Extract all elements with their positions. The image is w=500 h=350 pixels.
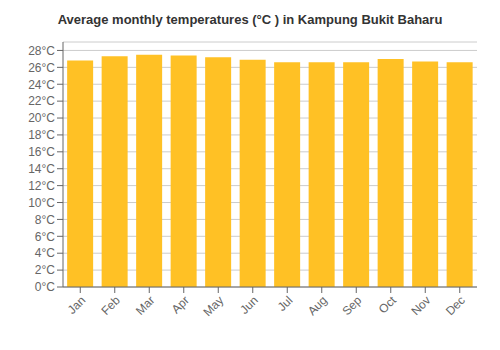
svg-text:Feb: Feb [98, 293, 123, 318]
svg-text:Jul: Jul [275, 293, 296, 314]
svg-text:Aug: Aug [305, 293, 330, 318]
svg-text:Nov: Nov [408, 293, 433, 318]
svg-text:8°C: 8°C [35, 213, 55, 227]
svg-text:16°C: 16°C [28, 145, 55, 159]
svg-text:22°C: 22°C [28, 94, 55, 108]
svg-text:Oct: Oct [376, 293, 400, 317]
svg-text:24°C: 24°C [28, 78, 55, 92]
svg-text:May: May [200, 293, 226, 319]
svg-text:0°C: 0°C [35, 280, 55, 294]
svg-text:Jan: Jan [65, 293, 89, 317]
html-text:Average monthly temperatures (: Average monthly temperatures (°C ) in Ka… [57, 12, 443, 27]
svg-text:2°C: 2°C [35, 263, 55, 277]
svg-text:14°C: 14°C [28, 162, 55, 176]
svg-text:Dec: Dec [443, 293, 468, 318]
svg-text:20°C: 20°C [28, 111, 55, 125]
svg-text:12°C: 12°C [28, 179, 55, 193]
svg-text:Sep: Sep [339, 293, 364, 318]
svg-text:Apr: Apr [169, 293, 192, 316]
svg-text:26°C: 26°C [28, 61, 55, 75]
svg-text:4°C: 4°C [35, 246, 55, 260]
svg-text:18°C: 18°C [28, 128, 55, 142]
svg-text:Mar: Mar [133, 293, 158, 318]
svg-text:Jun: Jun [237, 293, 261, 317]
svg-text:28°C: 28°C [28, 44, 55, 58]
svg-text:10°C: 10°C [28, 196, 55, 210]
svg-text:6°C: 6°C [35, 230, 55, 244]
